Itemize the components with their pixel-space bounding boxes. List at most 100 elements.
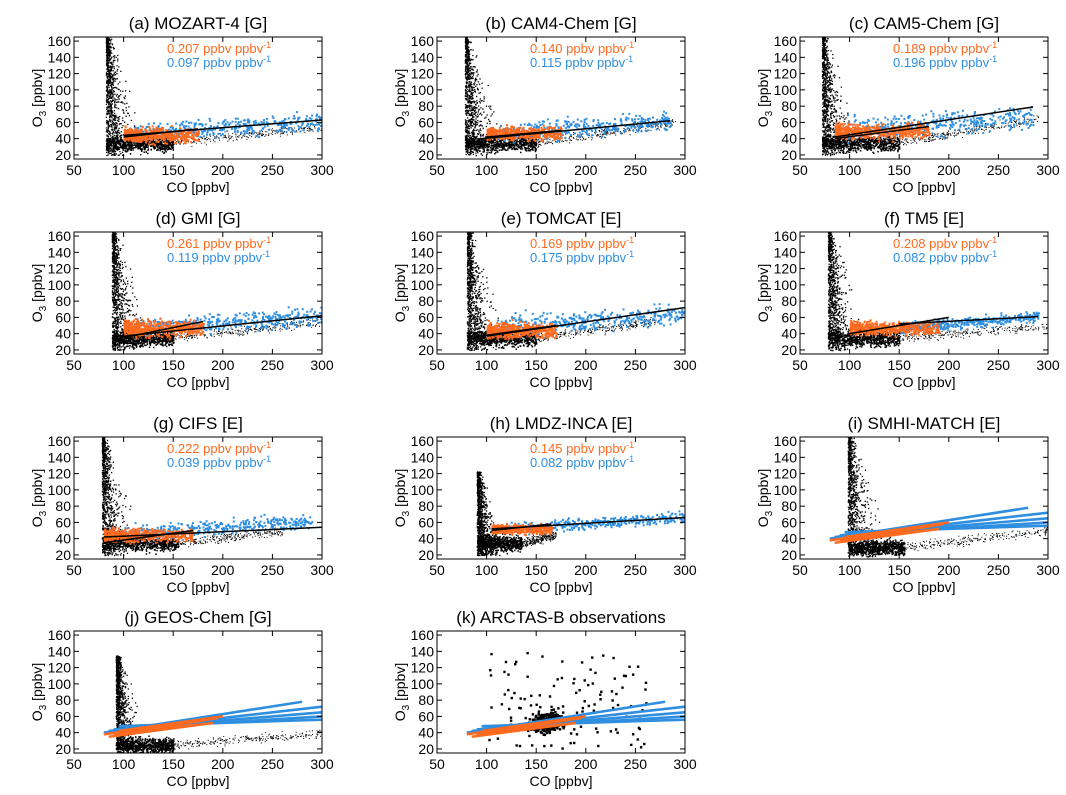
model-point	[504, 144, 507, 147]
model-point	[520, 148, 522, 150]
model-point	[657, 127, 659, 129]
blue-point	[169, 129, 172, 132]
model-point	[109, 93, 111, 95]
model-point	[472, 58, 474, 61]
blue-point	[542, 135, 545, 138]
model-point	[114, 119, 117, 121]
blue-point	[262, 121, 265, 124]
orange-point	[170, 132, 173, 135]
blue-point	[624, 128, 627, 131]
model-point	[464, 68, 467, 70]
model-point	[120, 136, 122, 139]
blue-point	[639, 125, 642, 128]
model-point	[113, 61, 115, 63]
model-point	[487, 149, 490, 151]
blue-point	[308, 125, 311, 128]
model-point	[109, 110, 111, 112]
model-point	[531, 148, 534, 151]
blue-point	[594, 130, 597, 133]
model-point	[125, 147, 127, 150]
model-point	[110, 105, 113, 107]
orange-point	[197, 132, 200, 135]
model-point	[143, 148, 146, 151]
model-point	[126, 141, 129, 144]
model-point	[471, 108, 473, 110]
model-point	[111, 103, 114, 105]
model-point	[291, 133, 293, 135]
model-point	[482, 133, 484, 136]
model-point	[209, 138, 211, 140]
orange-point	[130, 131, 133, 134]
model-point	[107, 81, 110, 83]
model-point	[472, 138, 474, 140]
blue-point	[193, 123, 196, 126]
orange-point	[135, 136, 138, 139]
model-point	[475, 146, 477, 149]
model-point	[468, 99, 470, 101]
blue-point	[599, 124, 602, 127]
model-point	[465, 124, 467, 127]
model-point	[538, 140, 540, 142]
model-point	[472, 133, 474, 135]
model-point	[467, 142, 469, 145]
model-point	[600, 137, 602, 139]
blue-point	[630, 126, 633, 129]
model-point	[465, 110, 467, 112]
model-point	[468, 71, 470, 73]
blue-point	[548, 122, 551, 125]
model-point	[479, 124, 482, 126]
model-point	[108, 101, 110, 103]
model-point	[108, 90, 110, 92]
model-point	[607, 132, 609, 134]
model-point	[473, 100, 475, 102]
blue-point	[512, 141, 515, 144]
model-point	[465, 151, 468, 153]
model-point	[486, 151, 488, 154]
model-point	[192, 142, 194, 144]
model-point	[478, 125, 480, 127]
model-point	[118, 88, 120, 91]
model-point	[470, 145, 473, 147]
model-point	[623, 127, 625, 129]
x-axis-label: CO [ppbv]	[166, 179, 229, 195]
model-point	[467, 131, 469, 134]
model-point	[121, 141, 124, 143]
orange-point	[160, 133, 163, 136]
blue-point	[536, 139, 539, 142]
model-point	[111, 81, 114, 84]
model-point	[672, 119, 674, 121]
model-point	[492, 141, 494, 144]
blue-point	[646, 125, 649, 128]
model-point	[520, 143, 522, 146]
model-point	[119, 140, 121, 143]
model-point	[107, 53, 109, 55]
model-point	[120, 101, 122, 104]
model-point	[168, 142, 170, 144]
model-point	[569, 136, 571, 138]
orange-point	[160, 137, 163, 140]
model-point	[508, 138, 511, 141]
model-point	[488, 151, 490, 154]
model-point	[113, 86, 115, 89]
model-point	[476, 100, 478, 102]
blue-point	[614, 122, 617, 125]
blue-point	[637, 126, 640, 129]
model-point	[629, 129, 631, 131]
blue-point	[253, 122, 256, 125]
model-point	[119, 90, 122, 92]
model-point	[464, 95, 467, 97]
model-point	[107, 144, 110, 147]
model-point	[303, 127, 305, 129]
model-point	[112, 114, 114, 116]
orange-point	[192, 133, 195, 136]
model-point	[107, 122, 109, 125]
blue-point	[236, 117, 239, 120]
orange-point	[157, 140, 160, 143]
model-point	[272, 133, 274, 135]
model-point	[109, 48, 111, 51]
blue-point	[224, 119, 227, 122]
model-point	[472, 101, 475, 103]
model-point	[569, 139, 571, 141]
model-point	[106, 47, 108, 49]
